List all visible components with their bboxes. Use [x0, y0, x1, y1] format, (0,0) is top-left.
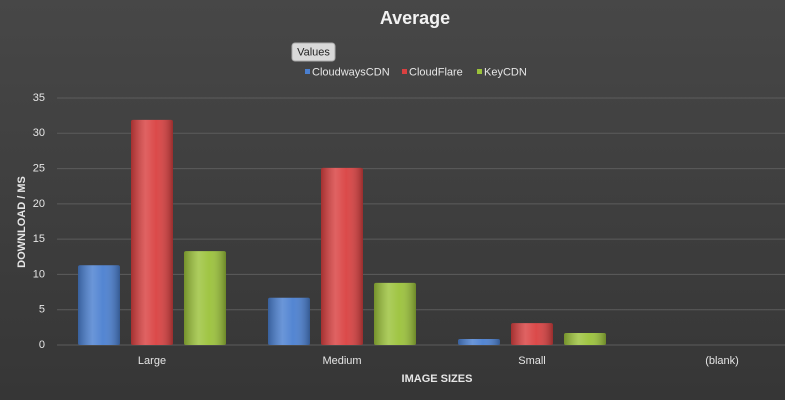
x-axis-title: IMAGE SIZES	[402, 373, 473, 385]
bar-shine	[511, 323, 553, 345]
y-tick-label: 30	[33, 127, 45, 139]
y-tick-label: 0	[39, 339, 45, 351]
x-tick-label: Large	[138, 355, 166, 367]
y-tick-label: 10	[33, 268, 45, 280]
y-tick-label: 20	[33, 198, 45, 210]
y-tick-label: 25	[33, 162, 45, 174]
bar-shine	[564, 333, 606, 345]
x-tick-label: Medium	[322, 355, 361, 367]
field-button[interactable]	[291, 42, 336, 62]
field-button-label[interactable]: Values	[297, 46, 330, 58]
legend-label: CloudFlare	[409, 66, 463, 78]
bar-shine	[374, 282, 416, 345]
y-tick-label: 15	[33, 233, 45, 245]
y-axis-title: DOWNLOAD / MS	[16, 176, 28, 268]
bar-shine	[131, 119, 173, 346]
bar-shine	[458, 339, 500, 345]
legend-label: KeyCDN	[484, 66, 527, 78]
x-tick-label: (blank)	[705, 355, 739, 367]
bar-shine	[184, 251, 226, 345]
y-tick-label: 5	[39, 304, 45, 316]
legend-label: CloudwaysCDN	[312, 66, 390, 78]
legend-marker	[477, 69, 482, 74]
x-tick-label: Small	[518, 355, 546, 367]
bar-shine	[321, 167, 363, 345]
y-tick-label: 35	[33, 92, 45, 104]
legend-marker	[402, 69, 407, 74]
chart-title: Average	[380, 8, 450, 28]
bar-shine	[268, 297, 310, 345]
bar-shine	[78, 265, 120, 345]
legend-marker	[305, 69, 310, 74]
